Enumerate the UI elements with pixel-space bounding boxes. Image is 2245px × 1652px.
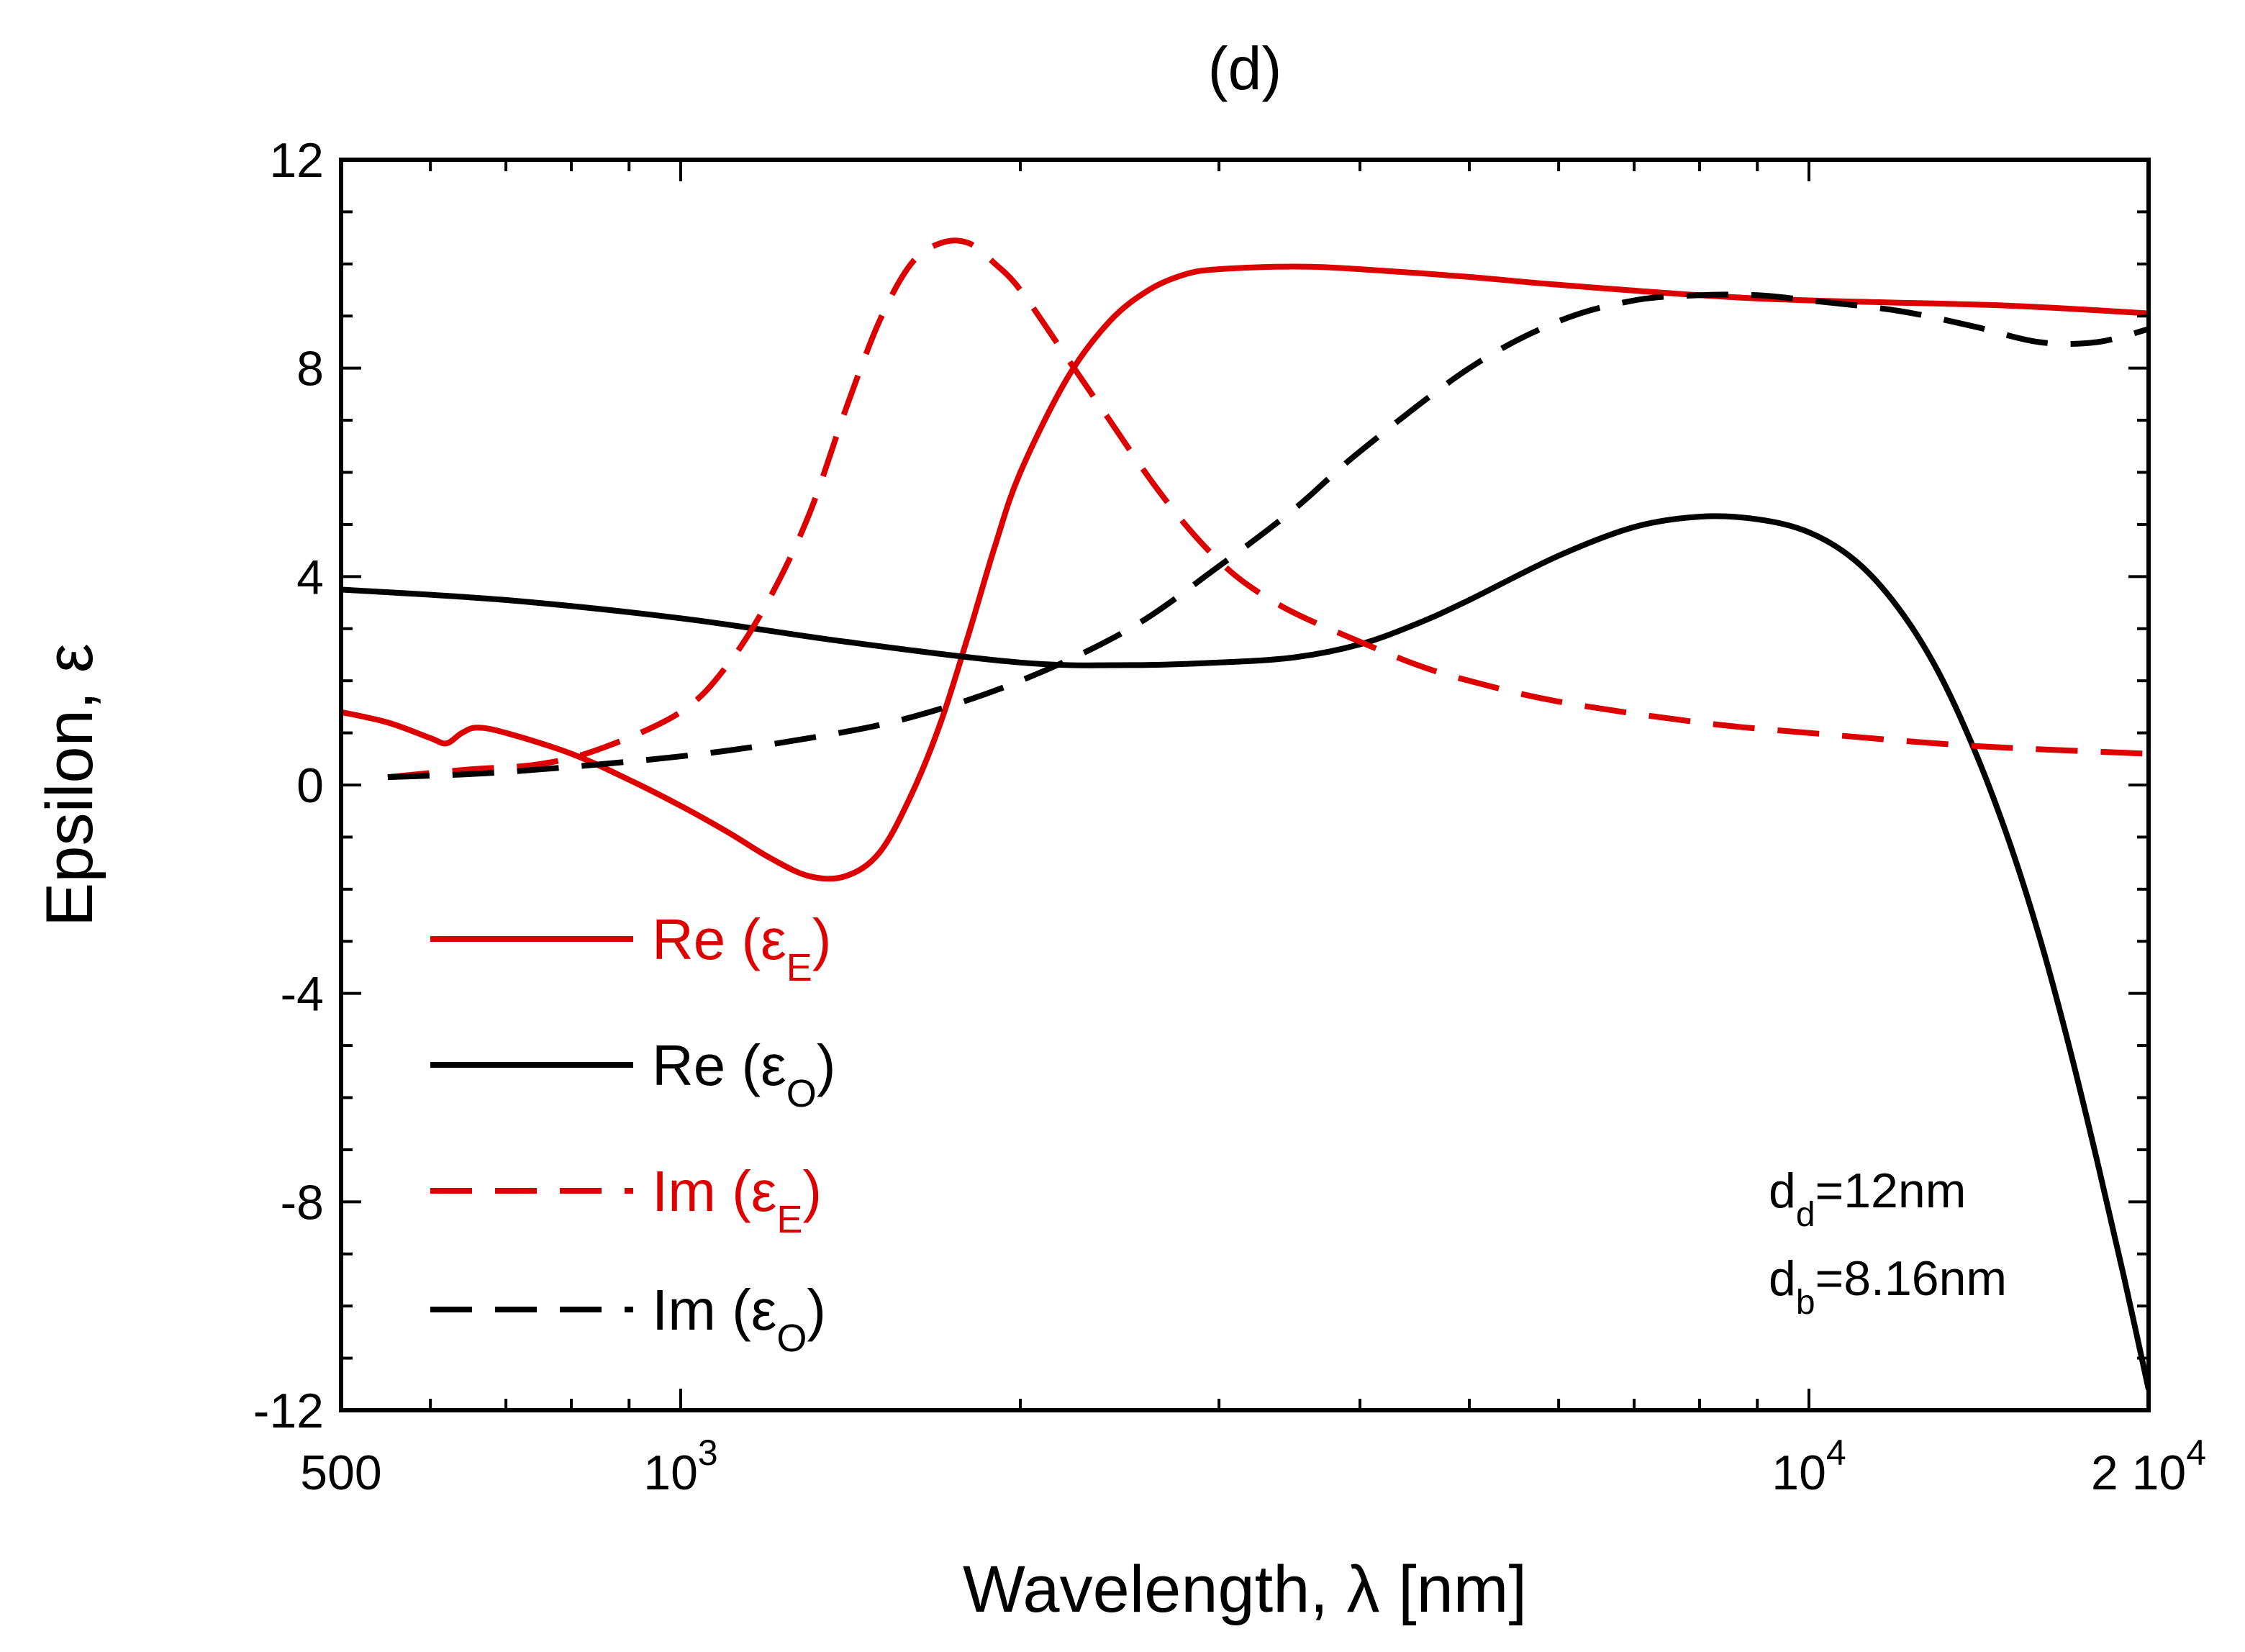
legend-item-re-eps-e: Re (εE) [430, 907, 831, 989]
x-tick-label: 2 104 [2091, 1433, 2206, 1500]
series-line-re-eps-o [341, 513, 2149, 1390]
annotation-label: db=8.16nm [1769, 1251, 2007, 1322]
y-tick-label: 8 [296, 342, 324, 396]
y-tick-label: -12 [253, 1384, 324, 1438]
y-tick-label: 12 [269, 133, 324, 188]
series-line-im-eps-o [387, 291, 2149, 781]
legend-label: Re (εE) [652, 907, 831, 989]
annotations: dd=12nm db=8.16nm [1769, 1163, 2007, 1322]
y-tick-label: 0 [296, 758, 324, 813]
legend-label: Im (εO) [652, 1278, 826, 1360]
y-tick-label: -8 [281, 1175, 324, 1230]
plot-area [341, 237, 2149, 1390]
axis-ticks: 12 8 4 0 -4 -8 -12 500 103 104 2 104 [253, 133, 2206, 1500]
series-line-re-eps-e [341, 263, 2149, 882]
legend: Re (εE) Re (εO) Im (εE) Im (εO) [430, 907, 835, 1360]
y-tick-label: -4 [281, 967, 324, 1022]
legend-item-im-eps-o: Im (εO) [430, 1278, 826, 1360]
legend-item-im-eps-e: Im (εE) [430, 1159, 822, 1241]
legend-label: Im (εE) [652, 1159, 822, 1241]
chart-title: (d) [1208, 35, 1282, 102]
x-axis-title: Wavelength, λ [nm] [963, 1553, 1527, 1626]
x-tick-label: 103 [643, 1433, 717, 1500]
y-tick-label: 4 [296, 550, 324, 604]
x-tick-label: 104 [1772, 1433, 1846, 1500]
series-line-im-eps-e [387, 237, 2149, 781]
x-tick-label: 500 [300, 1446, 381, 1500]
annotation-label: dd=12nm [1769, 1163, 1966, 1234]
legend-item-re-eps-o: Re (εO) [430, 1033, 835, 1115]
plot-frame [339, 158, 2151, 1412]
y-axis-title: Epsilon, ε [33, 643, 106, 927]
legend-label: Re (εO) [652, 1033, 835, 1115]
